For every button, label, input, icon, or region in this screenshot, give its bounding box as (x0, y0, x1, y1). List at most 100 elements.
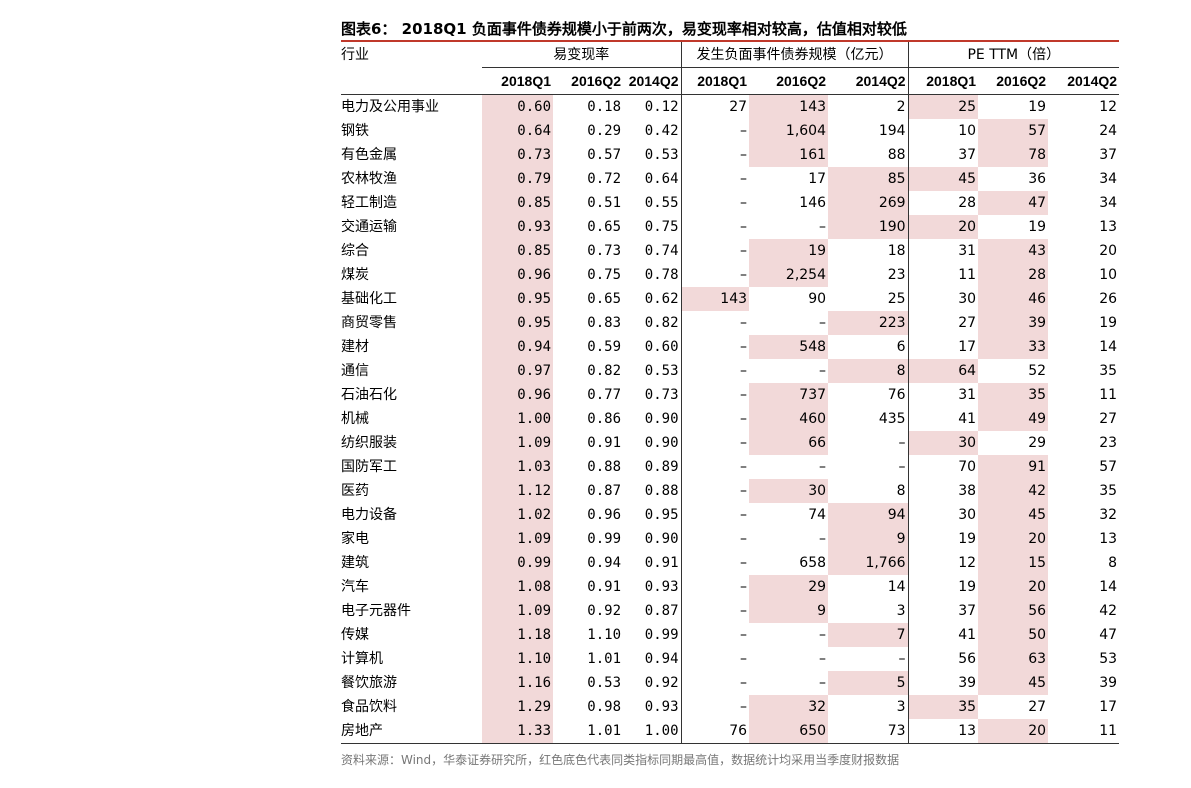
table-cell: 0.82 (623, 311, 682, 335)
table-cell: 27 (729, 99, 748, 115)
table-cell: 0.99 (623, 623, 682, 647)
table-cell: 0.59 (587, 339, 621, 355)
table-cell: 2 (828, 94, 909, 119)
table-cell: 0.93 (482, 215, 553, 239)
table-cell: 0.91 (623, 551, 682, 575)
table-cell: 161 (749, 143, 829, 167)
industry-name: 餐饮旅游 (341, 675, 397, 691)
table-cell: 41 (958, 627, 977, 643)
table-cell: 1,604 (749, 119, 829, 143)
table-cell: 0.78 (623, 263, 682, 287)
table-row: 交通运输 0.93 0.65 0.75– –190 20 19 13 (341, 215, 1119, 239)
table-row: 钢铁 0.64 0.29 0.42 –1,604 194 10 57 24 (341, 119, 1119, 143)
industry-name: 计算机 (341, 651, 383, 667)
industry-name: 电力设备 (341, 507, 397, 523)
table-cell: 39 (978, 311, 1049, 335)
table-cell: 0.57 (587, 147, 621, 163)
table-cell: – (740, 243, 748, 259)
table-cell: 0.60 (623, 335, 682, 359)
table-cell: 17 (808, 171, 827, 187)
table-cell: 57 (1099, 459, 1118, 475)
table-cell: – (828, 647, 909, 671)
table-cell: 1.10 (482, 647, 553, 671)
table-cell: 94 (828, 503, 909, 527)
table-cell: 194 (828, 119, 909, 143)
table-cell: 1.29 (482, 695, 553, 719)
table-cell: 20 (1099, 243, 1118, 259)
period-header: 2018Q1 (482, 67, 553, 95)
industry-header: 行业 (341, 46, 369, 63)
table-cell: 1.08 (482, 575, 553, 599)
table-cell: 0.90 (623, 527, 682, 551)
chart-title: 图表6： 2018Q1 负面事件债券规模小于前两次，易变现率相对较高，估值相对较… (341, 20, 907, 38)
table-cell: 76 (828, 383, 909, 407)
table-cell: 31 (958, 243, 977, 259)
table-cell: 27 (1099, 411, 1118, 427)
table-cell: 0.92 (623, 671, 682, 695)
table-cell: 0.99 (482, 551, 553, 575)
table-row: 医药 1.12 0.87 0.88 –30 8 38 42 35 (341, 479, 1119, 503)
table-cell: 1.09 (482, 599, 553, 623)
table-cell: 0.53 (623, 359, 682, 383)
group-header-bond-size: 发生负面事件债券规模（亿元） (681, 42, 909, 68)
table-row: 国防军工 1.03 0.88 0.89– – –70 91 57 (341, 455, 1119, 479)
table-cell: 32 (749, 695, 829, 719)
table-cell: 0.12 (623, 94, 682, 119)
table-cell: 43 (978, 239, 1049, 263)
table-cell: 0.29 (587, 123, 621, 139)
table-cell: 6 (828, 335, 909, 359)
industry-name: 电力及公用事业 (341, 99, 439, 115)
table-cell: 0.91 (587, 579, 621, 595)
table-cell: 18 (828, 239, 909, 263)
table-cell: 31 (958, 387, 977, 403)
table-cell: 11 (958, 267, 977, 283)
period-header: 2014Q2 (1048, 67, 1120, 95)
table-cell: 28 (978, 263, 1049, 287)
table-cell: 0.73 (587, 243, 621, 259)
table-row: 轻工制造 0.85 0.51 0.55 – 146 269 28 47 34 (341, 191, 1119, 215)
table-cell: 17 (1099, 699, 1118, 715)
table-cell: – (740, 123, 748, 139)
table-cell: 30 (958, 291, 977, 307)
table-cell: – (740, 651, 748, 667)
table-cell: 37 (958, 147, 977, 163)
table-row: 机械 1.00 0.86 0.90 –460 435 41 49 27 (341, 407, 1119, 431)
table-row: 食品饮料 1.29 0.98 0.93 –32 3 35 27 17 (341, 695, 1119, 719)
table-cell: 56 (958, 651, 977, 667)
table-cell: – (819, 627, 827, 643)
table-cell: 0.65 (587, 219, 621, 235)
table-cell: 20 (978, 575, 1049, 599)
table-cell: 3 (828, 599, 909, 623)
table-row: 纺织服装 1.09 0.91 0.90–66–30 29 23 (341, 431, 1119, 455)
table-cell: – (740, 195, 748, 211)
table-cell: 3 (828, 695, 909, 719)
table-row: 农林牧渔 0.79 0.72 0.64 – 17 85 45 36 34 (341, 167, 1119, 191)
table-cell: 1.09 (482, 527, 553, 551)
period-header: 2018Q1 (681, 67, 750, 95)
table-cell: 1.16 (482, 671, 553, 695)
table-cell: 34 (1099, 195, 1118, 211)
table-row: 电力及公用事业 0.60 0.18 0.12 27 143 2 25 19 12 (341, 94, 1119, 119)
table-cell: 0.94 (623, 647, 682, 671)
table-cell: – (740, 555, 748, 571)
table-row: 建材 0.94 0.59 0.60 –548 6 17 33 14 (341, 335, 1119, 359)
table-cell: 52 (1028, 363, 1047, 379)
table-cell: 20 (908, 215, 979, 239)
table-cell: 17 (958, 339, 977, 355)
table-cell: 0.83 (587, 315, 621, 331)
table-cell: 29 (1028, 435, 1047, 451)
table-cell: 190 (828, 215, 909, 239)
table-cell: 23 (1099, 435, 1118, 451)
table-cell: 35 (1099, 483, 1118, 499)
table-cell: – (740, 531, 748, 547)
data-table: 行业 易变现率 发生负面事件债券规模（亿元） PE TTM（倍） 2018Q1 … (341, 42, 1120, 744)
table-row: 房地产 1.33 1.01 1.00 76 650 73 13 20 11 (341, 719, 1120, 744)
industry-name: 汽车 (341, 579, 369, 595)
table-cell: 32 (1099, 507, 1118, 523)
table-row: 有色金属 0.73 0.57 0.53–161 88 37 78 37 (341, 143, 1119, 167)
table-cell: 0.98 (587, 699, 621, 715)
table-cell: – (740, 171, 748, 187)
table-cell: – (740, 315, 748, 331)
table-cell: – (740, 603, 748, 619)
table-cell: 146 (799, 195, 827, 211)
